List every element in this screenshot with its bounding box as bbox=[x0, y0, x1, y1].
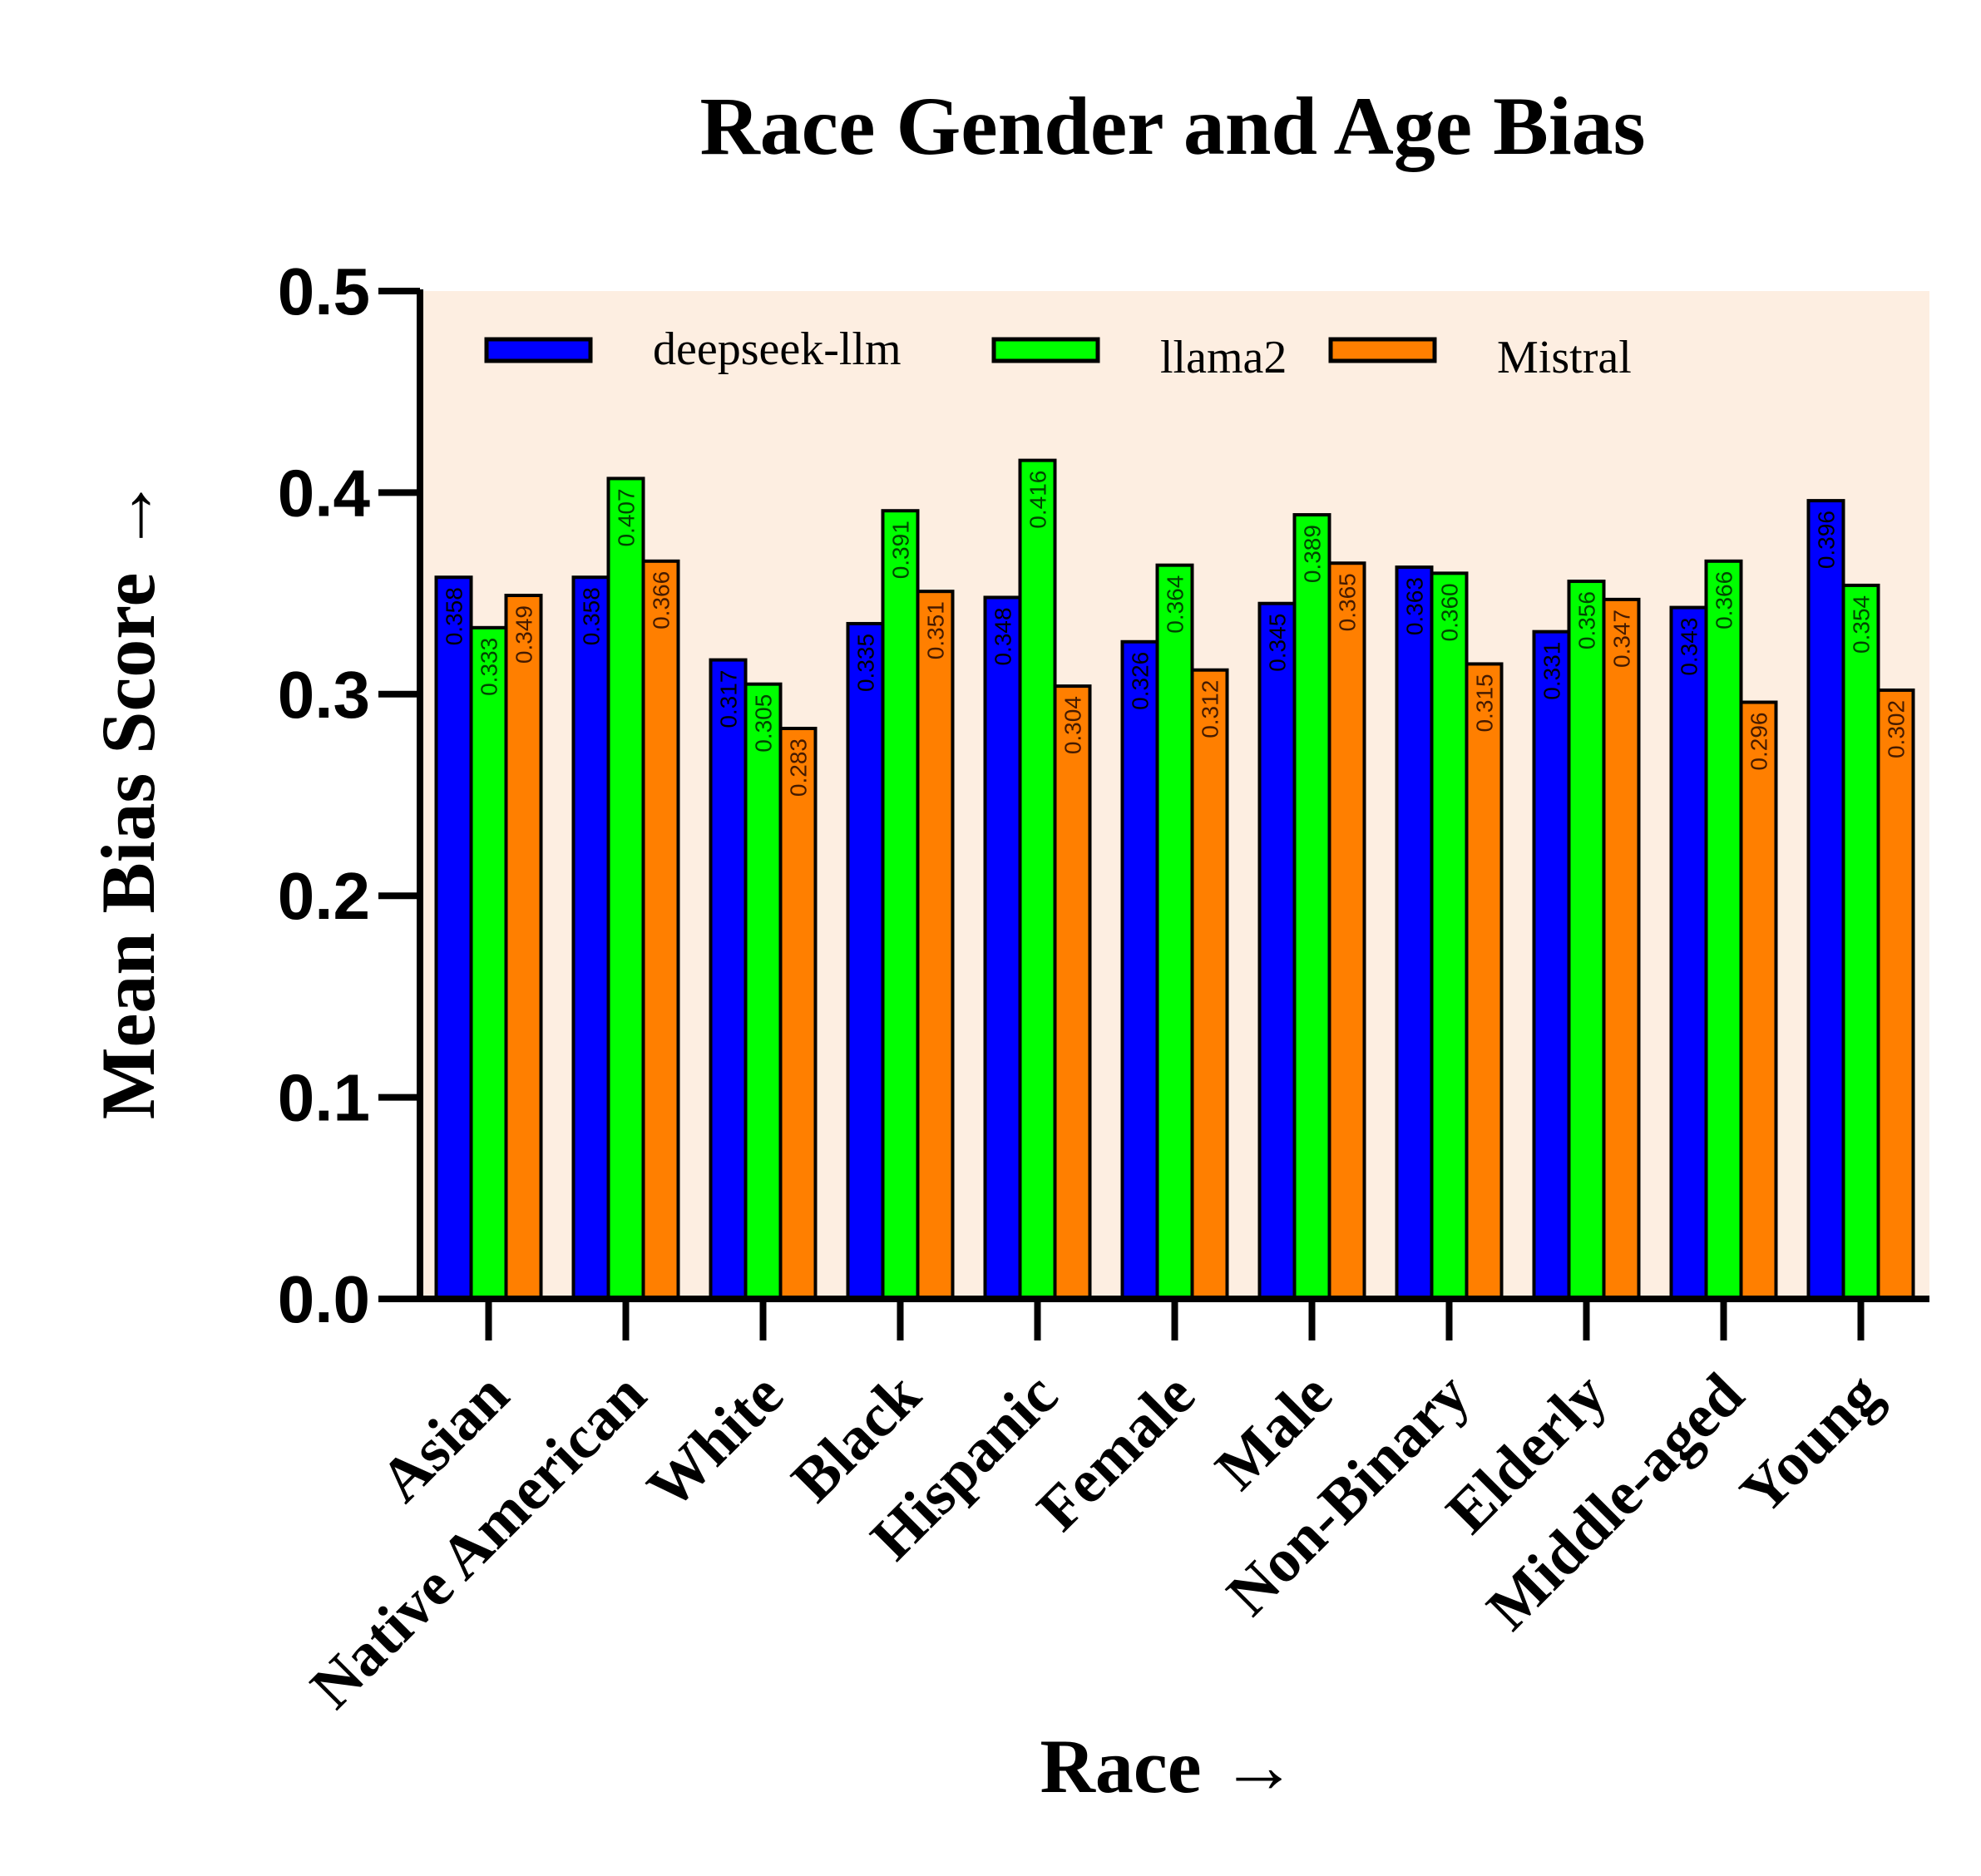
legend-label-llama2: llama2 bbox=[1160, 332, 1287, 383]
y-tick-label: 0.1 bbox=[278, 1061, 370, 1135]
bar-value-label-mistral-hispanic: 0.304 bbox=[1060, 696, 1086, 754]
bar-mistral-asian bbox=[504, 594, 543, 1301]
bar-deepseek-llm-male bbox=[1257, 601, 1297, 1301]
chart-title: Race Gender and Age Bias bbox=[699, 80, 1645, 172]
y-tick-label: 0.2 bbox=[278, 859, 370, 933]
bar-deepseek-llm-female bbox=[1120, 639, 1159, 1301]
bar-value-label-mistral-young: 0.302 bbox=[1884, 700, 1909, 758]
bar-llama2-male bbox=[1292, 513, 1331, 1301]
y-tick-label: 0.3 bbox=[278, 658, 370, 732]
bar-llama2-elderly bbox=[1567, 580, 1606, 1301]
bar-deepseek-llm-native-american bbox=[571, 575, 610, 1301]
bar-value-label-llama2-elderly: 0.356 bbox=[1574, 591, 1600, 649]
bar-value-label-mistral-male: 0.365 bbox=[1335, 573, 1361, 631]
legend-swatch-mistral bbox=[1328, 337, 1437, 363]
bar-value-label-deepseek-llm-elderly: 0.331 bbox=[1539, 642, 1565, 700]
bar-value-label-llama2-non-binary: 0.360 bbox=[1437, 583, 1463, 641]
legend: deepseek-llm llama2 Mistral bbox=[484, 323, 1632, 383]
y-tick-label: 0.4 bbox=[278, 456, 371, 530]
x-axis-title: Race → bbox=[1040, 1724, 1297, 1809]
bar-value-label-mistral-black: 0.351 bbox=[923, 601, 949, 659]
bar-value-label-llama2-asian: 0.333 bbox=[477, 638, 502, 696]
bar-llama2-asian bbox=[469, 625, 508, 1301]
bar-llama2-non-binary bbox=[1430, 571, 1469, 1301]
bar-deepseek-llm-black bbox=[846, 621, 885, 1301]
bar-value-label-mistral-elderly: 0.347 bbox=[1609, 610, 1635, 668]
legend-label-mistral: Mistral bbox=[1497, 332, 1632, 383]
bar-mistral-native-american bbox=[641, 559, 680, 1301]
bar-value-label-deepseek-llm-young: 0.396 bbox=[1814, 511, 1840, 569]
bar-value-label-llama2-hispanic: 0.416 bbox=[1025, 471, 1051, 529]
bar-value-label-llama2-black: 0.391 bbox=[888, 521, 914, 579]
bar-mistral-black bbox=[916, 590, 955, 1301]
bar-llama2-white bbox=[743, 682, 783, 1301]
bar-labels-layer: 0.358 0.333 0.349 0.358 0.407 0.366 0.317 0.305… bbox=[442, 471, 1909, 797]
x-tick-label-female: Female bbox=[1025, 1360, 1208, 1544]
bar-value-label-llama2-young: 0.354 bbox=[1849, 595, 1875, 654]
bar-deepseek-llm-elderly bbox=[1532, 629, 1571, 1301]
bar-value-label-deepseek-llm-male: 0.345 bbox=[1265, 614, 1291, 672]
y-tick-label: 0.0 bbox=[278, 1262, 370, 1336]
bar-value-label-llama2-male: 0.389 bbox=[1300, 525, 1326, 583]
bar-value-label-mistral-native-american: 0.366 bbox=[649, 571, 674, 629]
bar-deepseek-llm-non-binary bbox=[1395, 565, 1434, 1301]
bar-value-label-mistral-asian: 0.349 bbox=[511, 605, 537, 664]
y-axis-title: Mean Bias Score → bbox=[86, 477, 170, 1120]
x-tick-label-young: Young bbox=[1727, 1360, 1895, 1528]
bar-mistral-white bbox=[778, 727, 818, 1301]
bar-deepseek-llm-asian bbox=[434, 575, 473, 1301]
bar-value-label-llama2-female: 0.364 bbox=[1163, 575, 1188, 634]
bar-value-label-deepseek-llm-native-american: 0.358 bbox=[579, 587, 605, 645]
bar-mistral-elderly bbox=[1602, 597, 1641, 1301]
bar-value-label-deepseek-llm-white: 0.317 bbox=[716, 670, 742, 728]
bar-llama2-native-american bbox=[606, 476, 645, 1301]
bar-value-label-mistral-female: 0.312 bbox=[1198, 680, 1223, 738]
bar-deepseek-llm-white bbox=[709, 658, 748, 1301]
bar-value-label-llama2-white: 0.305 bbox=[751, 694, 777, 753]
bar-value-label-mistral-middle-aged: 0.296 bbox=[1746, 712, 1772, 770]
bars-layer bbox=[434, 458, 1915, 1301]
bar-deepseek-llm-middle-aged bbox=[1669, 605, 1708, 1301]
bar-deepseek-llm-hispanic bbox=[983, 595, 1022, 1301]
legend-swatch-deepseek-llm bbox=[484, 337, 593, 363]
bar-llama2-hispanic bbox=[1018, 458, 1057, 1301]
bar-llama2-young bbox=[1841, 583, 1880, 1301]
bar-value-label-deepseek-llm-hispanic: 0.348 bbox=[990, 607, 1016, 665]
bar-deepseek-llm-young bbox=[1806, 499, 1845, 1301]
bar-value-label-deepseek-llm-black: 0.335 bbox=[853, 634, 879, 692]
bar-mistral-female bbox=[1190, 668, 1229, 1301]
bar-llama2-black bbox=[881, 509, 920, 1301]
bar-llama2-middle-aged bbox=[1704, 559, 1743, 1301]
bar-mistral-hispanic bbox=[1053, 684, 1092, 1301]
bar-mistral-non-binary bbox=[1465, 662, 1504, 1301]
x-tick-label-white: White bbox=[635, 1360, 797, 1523]
bar-llama2-female bbox=[1155, 563, 1194, 1301]
bar-value-label-deepseek-llm-asian: 0.358 bbox=[442, 587, 467, 645]
bar-value-label-llama2-native-american: 0.407 bbox=[614, 488, 640, 546]
bar-value-label-mistral-non-binary: 0.315 bbox=[1472, 674, 1498, 732]
bar-value-label-deepseek-llm-female: 0.326 bbox=[1128, 652, 1154, 710]
bar-value-label-deepseek-llm-non-binary: 0.363 bbox=[1402, 577, 1428, 635]
bar-value-label-deepseek-llm-middle-aged: 0.343 bbox=[1677, 618, 1702, 676]
legend-swatch-llama2 bbox=[991, 337, 1100, 363]
bar-value-label-llama2-middle-aged: 0.366 bbox=[1712, 571, 1737, 629]
bar-mistral-male bbox=[1327, 561, 1366, 1301]
legend-label-deepseek-llm: deepseek-llm bbox=[653, 323, 902, 375]
bar-mistral-young bbox=[1876, 688, 1915, 1301]
bar-mistral-middle-aged bbox=[1739, 700, 1778, 1301]
bar-value-label-mistral-white: 0.283 bbox=[786, 738, 812, 797]
y-tick-label: 0.5 bbox=[278, 254, 370, 328]
